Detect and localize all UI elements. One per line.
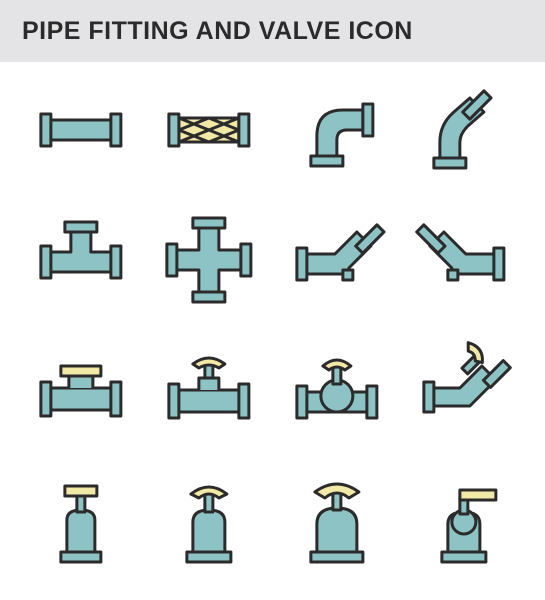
pipe-wye-right-icon <box>411 210 517 310</box>
icon-grid <box>0 62 545 570</box>
gate-valve-wheel-icon <box>156 340 262 440</box>
header-bar: PIPE FITTING AND VALVE ICON <box>0 0 545 62</box>
pipe-straight-icon <box>28 80 134 180</box>
pipe-braided-icon <box>156 80 262 180</box>
valve-vertical-small-icon <box>28 470 134 570</box>
ball-valve-lever-icon <box>411 470 517 570</box>
gate-valve-flat-icon <box>28 340 134 440</box>
pipe-elbow-90-icon <box>284 80 390 180</box>
pipe-elbow-45-icon <box>411 80 517 180</box>
valve-vertical-large-icon <box>284 470 390 570</box>
pipe-wye-left-icon <box>284 210 390 310</box>
valve-vertical-wheel-icon <box>156 470 262 570</box>
globe-valve-icon <box>284 340 390 440</box>
pipe-cross-icon <box>156 210 262 310</box>
page-title: PIPE FITTING AND VALVE ICON <box>22 17 413 46</box>
angle-valve-icon <box>411 340 517 440</box>
pipe-tee-icon <box>28 210 134 310</box>
